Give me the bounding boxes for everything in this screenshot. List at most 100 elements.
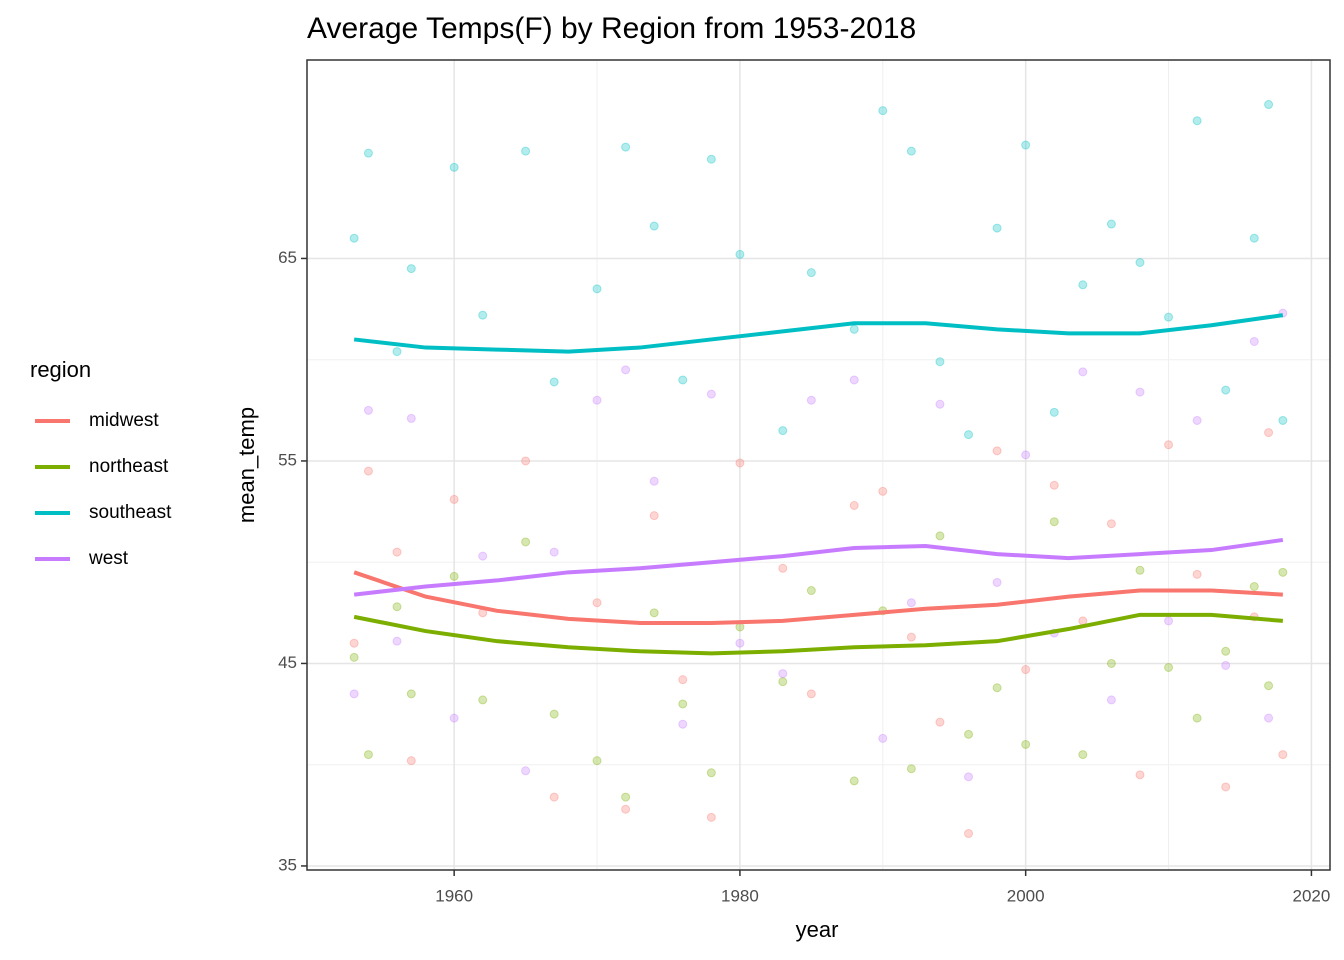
point: [1135, 387, 1145, 397]
point: [935, 357, 945, 367]
point: [621, 142, 631, 152]
point: [935, 531, 945, 541]
plot-border: [306, 59, 1331, 871]
legend-label: midwest: [89, 410, 159, 431]
point: [392, 547, 402, 557]
legend-label: west: [88, 548, 129, 569]
point: [806, 395, 816, 405]
point: [1192, 569, 1202, 579]
y-axis-title: mean_temp: [234, 407, 259, 523]
point: [478, 310, 488, 320]
x-tick-label: 2020: [1293, 886, 1331, 905]
point: [1135, 258, 1145, 267]
point: [964, 829, 974, 839]
point: [1021, 665, 1031, 675]
point: [1164, 440, 1174, 450]
point: [1249, 336, 1259, 346]
point: [1249, 582, 1259, 591]
point: [678, 375, 688, 385]
point: [392, 602, 402, 612]
point: [349, 652, 359, 662]
point: [349, 233, 359, 243]
point: [349, 689, 359, 699]
point: [778, 677, 788, 687]
point: [363, 466, 373, 476]
point: [1164, 312, 1174, 322]
x-axis-title: year: [796, 917, 839, 942]
point: [521, 146, 531, 156]
point: [521, 537, 531, 547]
point: [678, 719, 688, 729]
point: [1192, 415, 1202, 425]
point: [706, 768, 716, 778]
point: [449, 494, 459, 504]
point: [849, 375, 859, 385]
point: [363, 405, 373, 415]
point: [1164, 616, 1174, 626]
point: [735, 638, 745, 648]
point: [1021, 450, 1031, 460]
point: [1078, 367, 1088, 377]
point: [1135, 565, 1145, 575]
point: [1106, 519, 1116, 529]
point: [1135, 770, 1145, 780]
point: [1049, 407, 1059, 417]
point: [649, 221, 659, 231]
point: [549, 377, 559, 387]
point: [449, 162, 459, 172]
point: [521, 456, 531, 466]
smooth-line: [353, 570, 1283, 625]
point: [649, 511, 659, 521]
point: [406, 756, 416, 766]
point: [1221, 660, 1231, 670]
x-tick-label: 1960: [435, 886, 473, 905]
point: [478, 551, 488, 561]
y-tick-label: 35: [278, 855, 297, 874]
point: [678, 675, 688, 685]
y-tick-label: 45: [278, 653, 297, 672]
point: [1264, 681, 1274, 691]
point: [592, 598, 602, 608]
y-tick-label: 65: [278, 248, 297, 267]
point: [1221, 385, 1231, 395]
point: [549, 792, 559, 802]
point: [1106, 695, 1116, 705]
point: [1278, 415, 1288, 425]
point: [1049, 517, 1059, 527]
point: [1264, 713, 1274, 723]
point: [392, 636, 402, 646]
point: [849, 324, 859, 334]
point: [1264, 428, 1274, 438]
point: [406, 264, 416, 274]
point: [1078, 280, 1088, 290]
point: [849, 501, 859, 510]
chart-title: Average Temps(F) by Region from 1953-201…: [307, 12, 916, 45]
point: [1192, 116, 1202, 126]
point: [1264, 100, 1274, 110]
point: [806, 268, 816, 278]
smooth-line: [353, 313, 1284, 354]
point: [935, 717, 945, 727]
point: [706, 154, 716, 164]
point: [406, 689, 416, 699]
point: [878, 106, 888, 116]
point: [706, 389, 716, 399]
point: [735, 458, 745, 468]
point: [449, 571, 459, 581]
point: [906, 632, 916, 642]
point: [778, 563, 788, 573]
point: [1221, 646, 1231, 656]
point: [1021, 739, 1031, 749]
point: [406, 413, 416, 423]
point: [363, 148, 373, 158]
point: [878, 733, 888, 743]
point: [592, 756, 602, 766]
point: [1021, 140, 1031, 150]
point: [1278, 750, 1288, 760]
point: [621, 365, 631, 375]
point: [592, 284, 602, 294]
point: [735, 249, 745, 259]
point: [592, 395, 602, 405]
point: [1106, 658, 1116, 668]
legend-title: region: [30, 357, 91, 382]
